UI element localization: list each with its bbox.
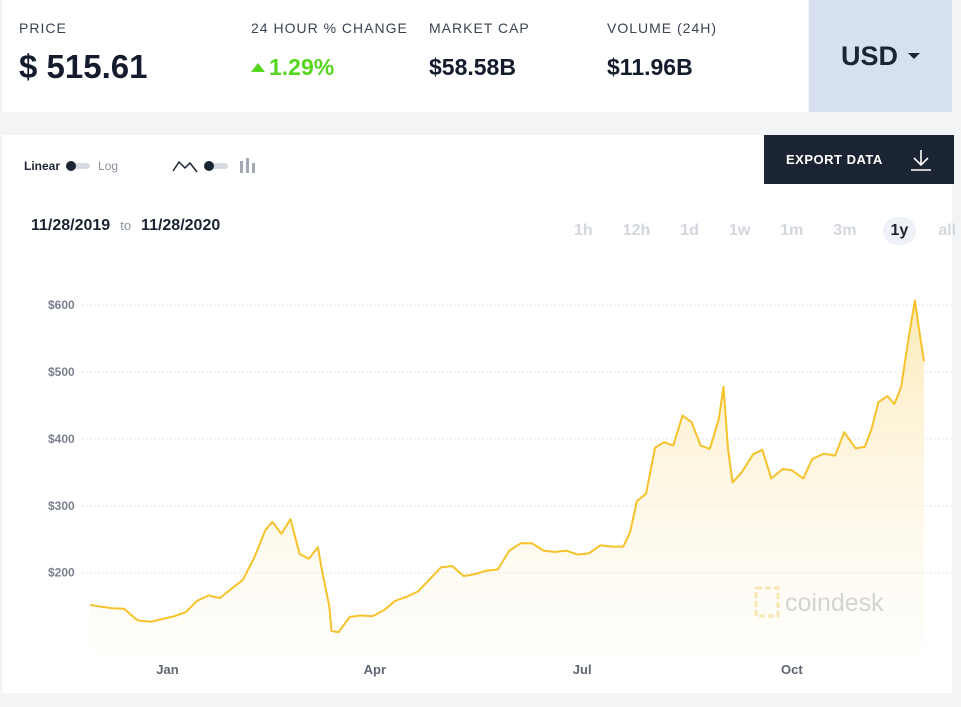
y-tick-label: $400 [48,432,75,446]
y-tick-label: $300 [48,499,75,513]
period-1d[interactable]: 1d [680,222,699,239]
range-to[interactable]: 11/28/2020 [141,217,221,234]
stat-volume: VOLUME (24H) $11.96B [607,20,717,81]
date-range: 11/28/2019 to 11/28/2020 [31,217,220,235]
stat-price: PRICE $ 515.61 [19,20,147,86]
stat-label: VOLUME (24H) [607,20,718,36]
period-all[interactable]: all [938,222,957,239]
toggle-knob [204,161,214,171]
stat-label: 24 HOUR % CHANGE [251,20,408,36]
price-value: $ 515.61 [19,48,148,85]
period-selector: 1h 12h 1d 1w 1m 3m 1y all [570,217,961,245]
price-chart: $200$300$400$500$600 coindesk JanAprJulO… [48,298,952,677]
log-label[interactable]: Log [98,159,119,173]
export-label: EXPORT DATA [786,152,883,167]
period-3m[interactable]: 3m [833,222,857,239]
period-12h[interactable]: 12h [622,222,651,239]
period-1m[interactable]: 1m [780,222,804,239]
candlestick-icon[interactable] [238,157,258,175]
y-tick-label: $500 [48,365,75,379]
market-cap-value: $58.58B [429,54,516,80]
linear-label[interactable]: Linear [24,159,61,173]
stats-bar: PRICE $ 515.61 24 HOUR % CHANGE 1.29% MA… [2,0,808,112]
chart-panel: $200$300$400$500$600 coindesk JanAprJulO… [2,135,956,693]
period-1y[interactable]: 1y [882,217,917,245]
x-tick-label: Apr [364,662,386,677]
period-1h[interactable]: 1h [574,222,593,239]
x-tick-label: Oct [781,662,803,677]
caret-down-icon [908,53,920,59]
currency-label: USD [840,40,898,71]
line-chart-icon[interactable] [172,158,198,174]
x-tick-label: Jul [573,662,592,677]
volume-value: $11.96B [607,54,693,80]
stat-label: MARKET CAP [429,20,530,36]
price-area [90,300,924,653]
range-from[interactable]: 11/28/2019 [31,217,111,234]
stat-label: PRICE [19,20,67,36]
toggle-knob [66,161,77,171]
x-tick-label: Jan [156,662,178,677]
change-value: 1.29% [269,54,335,80]
range-to-label: to [120,218,132,233]
download-icon [911,150,931,171]
chart-type-switch [172,157,258,175]
scale-switch: Linear Log [24,159,118,173]
stat-change: 24 HOUR % CHANGE 1.29% [251,20,408,81]
change-value-wrap: 1.29% [251,54,408,81]
chart-type-toggle[interactable] [204,161,228,171]
scale-toggle[interactable] [66,161,91,171]
export-data-button[interactable]: EXPORT DATA [764,135,954,184]
stat-market-cap: MARKET CAP $58.58B [429,20,530,81]
y-tick-label: $600 [48,298,75,312]
price-line [89,299,925,634]
currency-dropdown[interactable]: USD [809,0,952,112]
period-1w[interactable]: 1w [728,222,751,239]
y-tick-label: $200 [48,566,75,580]
up-triangle-icon [251,63,265,72]
